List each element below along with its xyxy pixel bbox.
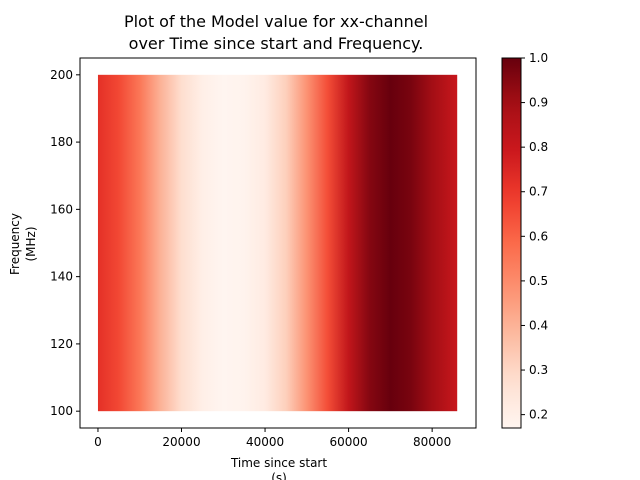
colorbar-tick-label: 0.9 <box>529 96 548 110</box>
y-tick-label: 120 <box>50 337 73 351</box>
colorbar-tick-label: 1.0 <box>529 51 548 65</box>
y-tick-label: 200 <box>50 68 73 82</box>
x-axis-label-line-1: Time since start <box>230 456 327 470</box>
axes-frame <box>79 57 477 429</box>
colorbar: 0.2 0.3 0.4 0.5 0.6 0.7 0.8 0.9 1.0 <box>501 51 548 429</box>
y-tick-label: 100 <box>50 404 73 418</box>
chart-title-line-1: Plot of the Model value for xx-channel <box>124 12 428 31</box>
y-tick-label: 180 <box>50 135 73 149</box>
colorbar-tick-label: 0.7 <box>529 185 548 199</box>
y-axis-ticks: 100 120 140 160 180 200 <box>50 68 80 418</box>
x-tick-label: 20000 <box>162 435 200 449</box>
x-tick-label: 80000 <box>413 435 451 449</box>
heatmap-data <box>97 74 458 412</box>
colorbar-tick-label: 0.4 <box>529 318 548 332</box>
x-tick-label: 0 <box>94 435 102 449</box>
x-axis-ticks: 0 20000 40000 60000 80000 <box>94 428 451 449</box>
colorbar-tick-label: 0.5 <box>529 274 548 288</box>
plot-area: 0 20000 40000 60000 80000 100 120 140 160 180 200 <box>50 57 477 449</box>
x-axis-label-line-2: (s) <box>271 471 287 480</box>
y-axis-label-line-2: (MHz) <box>24 226 38 261</box>
colorbar-tick-label: 0.3 <box>529 363 548 377</box>
colorbar-tick-label: 0.6 <box>529 229 548 243</box>
colorbar-tick-label: 0.2 <box>529 408 548 422</box>
x-tick-label: 40000 <box>246 435 284 449</box>
y-tick-label: 140 <box>50 270 73 284</box>
chart-title-line-2: over Time since start and Frequency. <box>129 34 424 53</box>
y-axis-label-line-1: Frequency <box>8 213 22 275</box>
y-tick-label: 160 <box>50 202 73 216</box>
x-tick-label: 60000 <box>330 435 368 449</box>
colorbar-tick-label: 0.8 <box>529 140 548 154</box>
colorbar-scale <box>501 57 522 429</box>
colorbar-ticks: 0.2 0.3 0.4 0.5 0.6 0.7 0.8 0.9 1.0 <box>521 51 548 422</box>
